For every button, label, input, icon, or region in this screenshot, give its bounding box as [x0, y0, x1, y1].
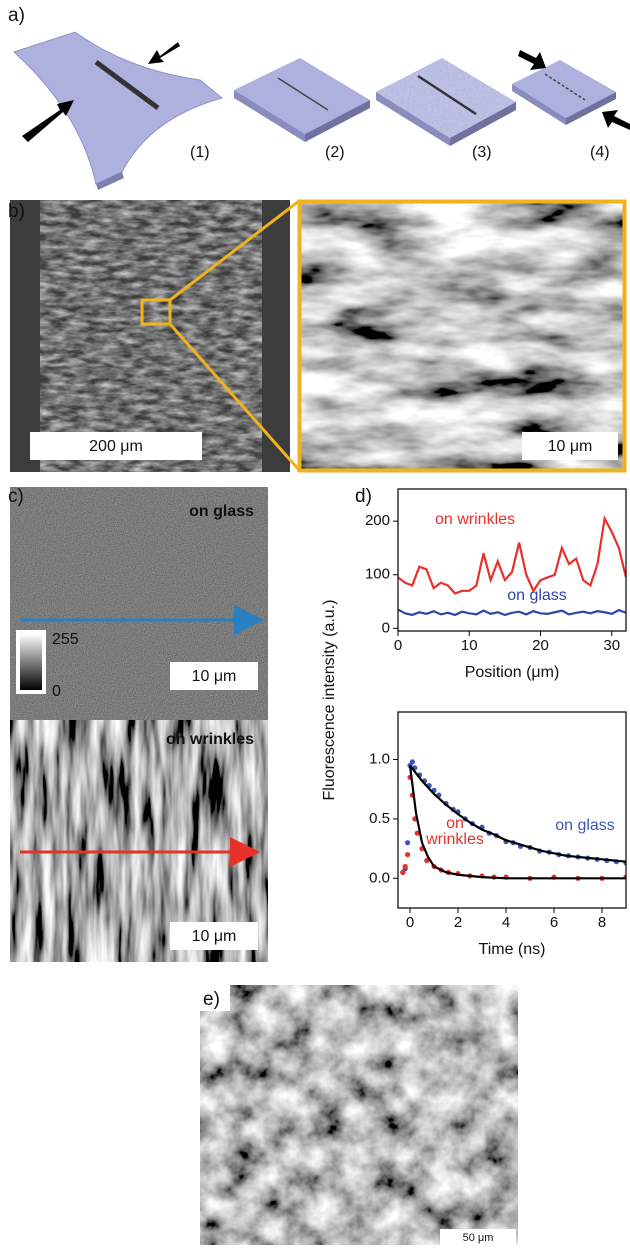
data-point [405, 852, 410, 857]
page: a) (1) (2) (3) (4) b) 200 μm 10 μm c) on… [0, 0, 630, 1248]
panel-label: d) [355, 486, 372, 507]
x-tick-label: 0 [406, 914, 414, 931]
x-tick-label: 0 [394, 637, 402, 654]
panel-label: b) [8, 201, 25, 222]
scale-label: 10 μm [548, 438, 593, 455]
x-axis-label: Position (μm) [465, 664, 560, 681]
step-1-sample [14, 32, 222, 190]
x-tick-label: 4 [502, 914, 510, 931]
series-label: on glass [492, 588, 582, 604]
step-2-sample [234, 58, 370, 142]
y-tick-label: 0.0 [369, 869, 390, 886]
colorbar [20, 634, 42, 690]
sem-image-wrinkle-islands [200, 985, 518, 1245]
x-tick-label: 6 [550, 914, 558, 931]
series-label-box: on glass [540, 818, 630, 862]
sem-zoom-image [298, 200, 626, 472]
sem-image [40, 200, 262, 472]
step-label: (3) [472, 144, 492, 161]
series-label-box: on glass [492, 588, 582, 632]
step-label: (4) [590, 144, 610, 161]
scale-label: 10 μm [192, 668, 237, 685]
x-tick-label: 8 [598, 914, 606, 931]
x-axis-label: Time (ns) [479, 941, 546, 958]
y-tick-label: 0 [382, 619, 390, 636]
y-tick-label: 0.5 [369, 810, 390, 827]
series-label-box: on wrinkles [420, 816, 490, 860]
step-4-sample [512, 50, 630, 130]
scale-label: 50 μm [463, 1232, 494, 1244]
x-tick-label: 2 [454, 914, 462, 931]
colorbar-min: 0 [52, 683, 61, 700]
figure: a) (1) (2) (3) (4) b) 200 μm 10 μm c) on… [0, 0, 630, 1248]
panel-label: e) [203, 989, 220, 1010]
data-point [405, 840, 410, 845]
y-tick-label: 200 [365, 512, 390, 529]
series-label: on glass [540, 818, 630, 834]
series-label: on wrinkles [420, 512, 530, 528]
data-point [410, 759, 415, 764]
data-point [403, 864, 408, 869]
y-tick-label: 1.0 [369, 750, 390, 767]
step-label: (1) [190, 144, 210, 161]
y-axis-label: Fluorescence intensity (a.u.) [321, 600, 338, 801]
image-label: on wrinkles [166, 731, 254, 748]
colorbar-max: 255 [52, 631, 79, 648]
scale-label: 200 μm [89, 438, 143, 455]
image-label: on glass [189, 503, 254, 520]
step-label: (2) [325, 144, 345, 161]
data-point [400, 870, 405, 875]
x-tick-label: 30 [603, 637, 620, 654]
series-label: on wrinkles [420, 816, 490, 848]
panel-label: a) [8, 5, 25, 26]
y-tick-label: 100 [365, 566, 390, 583]
panel-label: c) [8, 486, 24, 507]
step-3-sample [376, 58, 516, 146]
scale-label: 10 μm [192, 928, 237, 945]
x-tick-label: 20 [532, 637, 549, 654]
series-label-box: on wrinkles [420, 512, 530, 556]
x-tick-label: 10 [461, 637, 478, 654]
